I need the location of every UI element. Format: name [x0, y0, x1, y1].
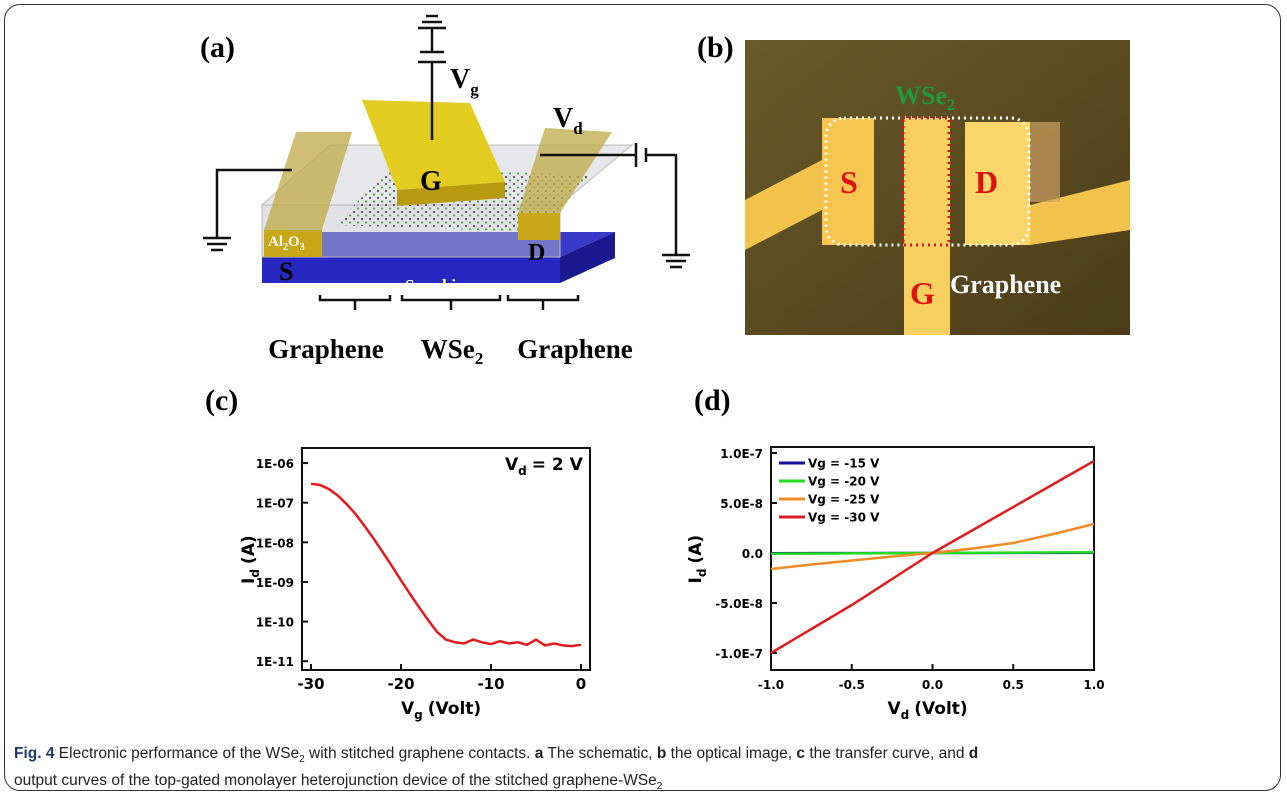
- symbol: V: [553, 103, 573, 134]
- subscript: 2: [475, 349, 484, 368]
- y-tick-label: 5.0E-8: [720, 497, 763, 511]
- y-tick-label: 1E-10: [256, 616, 294, 630]
- unit: (Volt): [914, 699, 967, 719]
- gate-voltage: Vg: [450, 64, 479, 99]
- panel-label: (b): [697, 31, 734, 64]
- region-label: Graphene: [517, 334, 633, 364]
- material-label: WSe2: [895, 81, 955, 114]
- page: (a) Vg Vd G S D Al2O3 Sapphire Graphene …: [0, 0, 1287, 797]
- subscript: 3: [300, 242, 305, 253]
- data-line: [771, 524, 1094, 569]
- symbol: V: [505, 455, 519, 475]
- subscript: 2: [657, 781, 663, 792]
- y-tick-label: 0.0: [742, 547, 763, 561]
- x-tick-label: -20: [387, 675, 414, 693]
- text: = 2 V: [532, 455, 584, 475]
- x-tick-label: -0.5: [839, 678, 865, 692]
- figure-number: Fig. 4: [14, 745, 54, 762]
- subscript: g: [470, 80, 479, 99]
- symbol: V: [450, 64, 470, 95]
- x-tick-label: -1.0: [758, 678, 784, 692]
- substrate-label: Sapphire: [405, 276, 471, 295]
- contact-label: Graphene: [950, 270, 1061, 299]
- text: WSe: [421, 334, 475, 364]
- subscript: d: [573, 119, 583, 138]
- caption: Fig. 4 Electronic performance of the WSe…: [14, 743, 1264, 797]
- drain-voltage: Vd: [553, 103, 583, 138]
- x-tick-label: 0: [576, 675, 586, 693]
- legend-label: Vg = -20 V: [808, 475, 880, 489]
- y-tick-label: 1E-06: [256, 457, 294, 471]
- x-tick-label: 0.0: [922, 678, 943, 692]
- legend-label: Vg = -25 V: [808, 493, 880, 507]
- panel-ref: c: [796, 745, 805, 762]
- panel-label: (a): [200, 31, 235, 64]
- text: Al: [268, 234, 283, 250]
- source-label: S: [279, 257, 293, 286]
- x-tick-label: -30: [297, 675, 324, 693]
- gate-label: G: [910, 275, 935, 311]
- symbol: V: [401, 699, 415, 719]
- gate-label: G: [420, 166, 442, 197]
- panel-ref: b: [657, 745, 666, 762]
- data-line: [311, 484, 581, 646]
- caption-text: with stitched graphene contacts.: [305, 745, 535, 762]
- panel-label: (d): [694, 384, 731, 417]
- plot-frame: [302, 448, 590, 670]
- y-tick-label: 1E-08: [256, 536, 294, 550]
- axis-label: Vg (Volt): [401, 699, 481, 722]
- legend-label: Vg = -15 V: [808, 457, 880, 471]
- figure: (a) Vg Vd G S D Al2O3 Sapphire Graphene …: [0, 0, 1287, 740]
- caption-text: The schematic,: [543, 745, 656, 762]
- data-line: [771, 461, 1094, 653]
- drain-label: D: [975, 164, 998, 200]
- y-tick-label: 1E-11: [256, 655, 294, 669]
- symbol: V: [888, 699, 902, 719]
- axis-label: Vd (Volt): [888, 699, 968, 722]
- unit: (Volt): [428, 699, 481, 719]
- text: WSe: [895, 81, 947, 110]
- panel-label: (c): [205, 384, 238, 417]
- caption-text: output curves of the top-gated monolayer…: [14, 772, 657, 789]
- region-label: Graphene: [268, 334, 384, 364]
- caption-text: Electronic performance of the WSe: [54, 745, 299, 762]
- x-tick-label: 1.0: [1083, 678, 1104, 692]
- x-tick-label: 0.5: [1003, 678, 1024, 692]
- y-tick-label: -1.0E-7: [715, 647, 763, 661]
- drain-label: D: [528, 240, 545, 266]
- unit: (A): [239, 535, 259, 564]
- subscript: g: [414, 708, 423, 722]
- region-label: WSe2: [421, 334, 484, 368]
- subscript: d: [518, 464, 527, 478]
- annotation: Vd = 2 V: [505, 455, 584, 478]
- schematic: [203, 16, 690, 310]
- subscript: d: [901, 708, 910, 722]
- y-tick-label: -5.0E-8: [715, 597, 763, 611]
- axis-label: Id(A): [239, 535, 262, 584]
- subscript: 2: [947, 97, 955, 114]
- caption-text: the transfer curve, and: [805, 745, 969, 762]
- panel-ref: d: [969, 745, 978, 762]
- unit: (A): [686, 535, 706, 564]
- caption-text: the optical image,: [666, 745, 796, 762]
- subscript: d: [248, 569, 262, 578]
- y-tick-label: 1E-07: [256, 497, 294, 511]
- x-tick-label: -10: [477, 675, 504, 693]
- subscript: d: [695, 569, 709, 578]
- y-tick-label: 1.0E-7: [720, 447, 763, 461]
- text: O: [288, 234, 300, 250]
- axis-label: Id(A): [686, 535, 709, 584]
- legend-label: Vg = -30 V: [808, 511, 880, 525]
- source-label: S: [840, 164, 858, 200]
